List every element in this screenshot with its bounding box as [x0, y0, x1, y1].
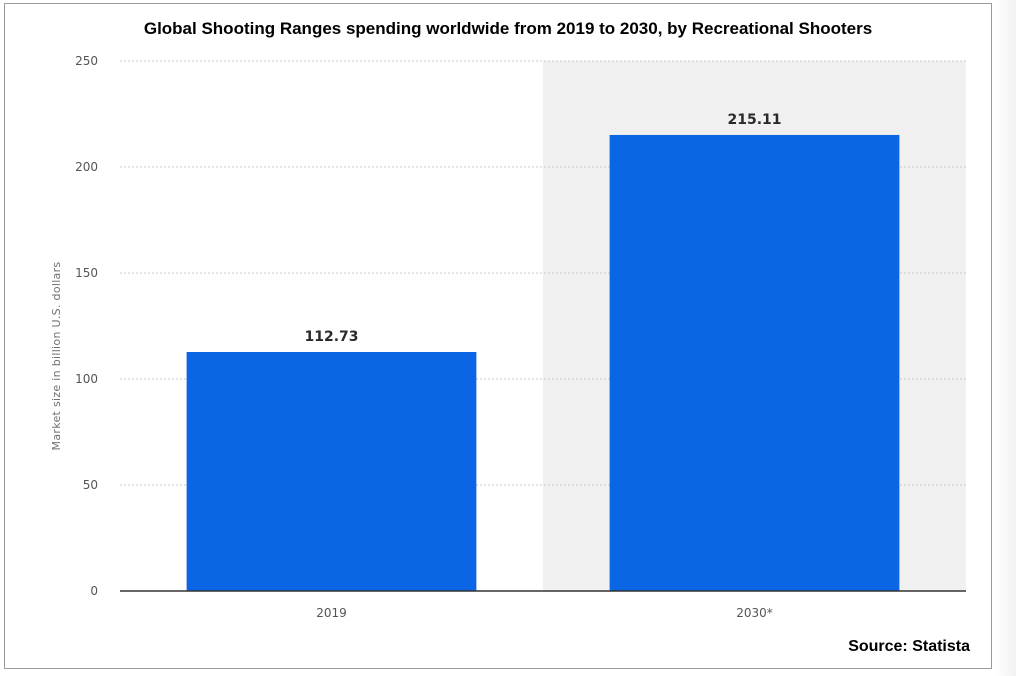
page-edge: [994, 0, 1016, 676]
x-tick-label: 2030*: [736, 606, 773, 620]
y-axis-ticks: 0 50 100 150 200 250: [75, 54, 98, 598]
source-note: Source: Statista: [848, 638, 970, 655]
data-labels: 112.73 215.11: [304, 112, 781, 345]
x-axis-ticks: 2019 2030*: [316, 606, 773, 620]
chart-title: Global Shooting Ranges spending worldwid…: [143, 19, 873, 38]
bar: [186, 352, 477, 591]
bars: [186, 134, 900, 591]
y-tick-label: 100: [75, 372, 98, 386]
y-tick-label: 150: [75, 266, 98, 280]
y-tick-label: 0: [90, 584, 98, 598]
data-label: 112.73: [304, 329, 358, 345]
bar: [609, 134, 900, 591]
data-label: 215.11: [727, 112, 781, 128]
x-tick-label: 2019: [316, 606, 347, 620]
y-tick-label: 250: [75, 54, 98, 68]
y-tick-label: 200: [75, 160, 98, 174]
y-axis-label: Market size in billion U.S. dollars: [50, 262, 63, 451]
y-tick-label: 50: [83, 478, 98, 492]
